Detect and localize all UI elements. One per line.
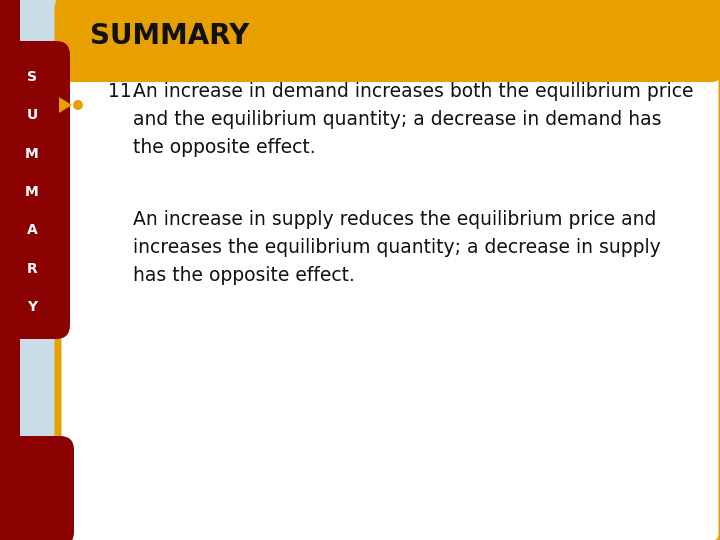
Text: R: R: [27, 262, 37, 275]
FancyBboxPatch shape: [58, 0, 720, 82]
Text: 11.: 11.: [108, 82, 138, 101]
Bar: [68, 8, 712, 60]
Text: M: M: [25, 147, 39, 161]
Text: SUMMARY: SUMMARY: [90, 22, 249, 50]
Text: M: M: [25, 185, 39, 199]
Text: S: S: [27, 70, 37, 84]
FancyBboxPatch shape: [58, 0, 720, 540]
Text: An increase in supply reduces the equilibrium price and
increases the equilibriu: An increase in supply reduces the equili…: [133, 210, 661, 285]
Text: A: A: [27, 224, 37, 238]
Text: An increase in demand increases both the equilibrium price
and the equilibrium q: An increase in demand increases both the…: [133, 82, 693, 157]
Polygon shape: [59, 97, 72, 113]
Bar: [78, 48, 702, 68]
Text: Y: Y: [27, 300, 37, 314]
FancyBboxPatch shape: [0, 41, 70, 339]
FancyBboxPatch shape: [0, 436, 74, 540]
Circle shape: [73, 100, 83, 110]
Bar: [0, 0, 20, 540]
Text: U: U: [27, 109, 37, 123]
